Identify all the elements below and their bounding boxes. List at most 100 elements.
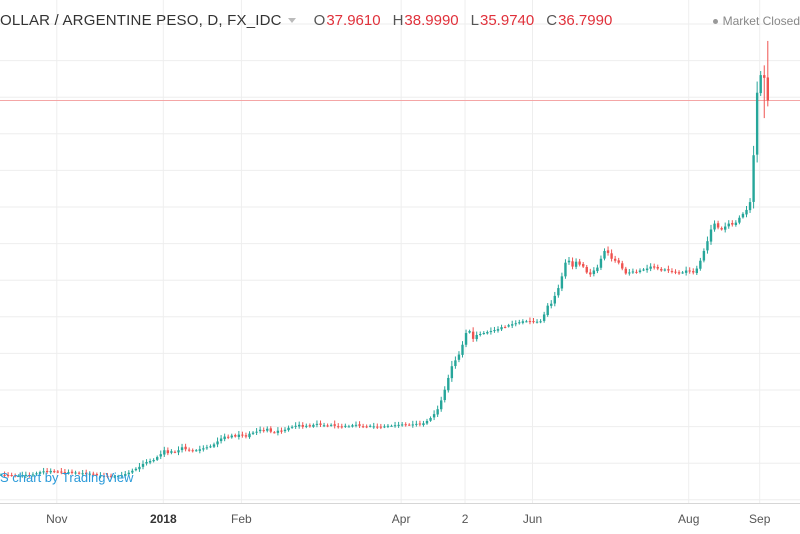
candle-body xyxy=(244,435,248,437)
candle-body xyxy=(358,424,361,426)
candle-body xyxy=(141,463,145,467)
candle-body xyxy=(479,333,482,335)
chart-header: OLLAR / ARGENTINE PESO, D, FX_IDC O37.96… xyxy=(0,10,612,30)
candle-body xyxy=(383,426,386,428)
candle-body xyxy=(31,474,35,476)
candle-body xyxy=(237,434,241,437)
candle-body xyxy=(251,432,255,434)
candle-body xyxy=(422,423,425,426)
candle-body xyxy=(344,425,347,427)
candle-body xyxy=(3,474,6,476)
candle-body xyxy=(294,425,297,427)
candle-body xyxy=(635,271,638,273)
candle-body xyxy=(99,475,102,477)
candle-body xyxy=(748,202,752,211)
candle-body xyxy=(269,428,272,432)
candle-body xyxy=(95,474,99,476)
candle-body xyxy=(443,389,446,401)
x-axis-tick-label: Nov xyxy=(46,512,67,526)
candle-body xyxy=(120,475,123,477)
candle-body xyxy=(415,423,418,425)
candle-body xyxy=(486,332,489,334)
candle-body xyxy=(319,423,322,425)
chevron-down-icon[interactable] xyxy=(287,17,296,23)
candle-body xyxy=(329,424,333,426)
candle-body xyxy=(166,450,170,454)
candle-body xyxy=(393,425,397,427)
candle-body xyxy=(347,426,351,428)
candle-body xyxy=(553,295,556,304)
symbol-title: OLLAR / ARGENTINE PESO, D, FX_IDC xyxy=(0,11,282,29)
candle-body xyxy=(755,92,759,155)
candle-body xyxy=(49,470,52,473)
candle-body xyxy=(713,223,716,230)
candle-body xyxy=(17,475,20,477)
candle-body xyxy=(670,271,674,273)
candle-body xyxy=(699,260,702,269)
candle-body xyxy=(574,261,578,267)
tradingview-attribution[interactable]: S chart by TradingView xyxy=(0,470,134,485)
candle-body xyxy=(216,441,219,445)
candle-body xyxy=(511,324,514,326)
market-status: Market Closed xyxy=(712,14,800,28)
candle-body xyxy=(695,268,698,274)
candle-body xyxy=(227,436,230,438)
candle-body xyxy=(102,475,106,477)
candle-body xyxy=(418,423,422,425)
candle-body xyxy=(766,77,769,101)
candle-body xyxy=(724,226,727,230)
candle-body xyxy=(706,241,709,251)
candle-body xyxy=(546,305,549,316)
candle-body xyxy=(212,444,216,447)
candle-body xyxy=(0,474,3,476)
candle-body xyxy=(223,436,226,440)
candle-body xyxy=(752,155,755,202)
candle-body xyxy=(521,321,525,323)
candle-body xyxy=(656,266,659,269)
candle-body xyxy=(667,269,670,271)
candle-body xyxy=(280,430,283,432)
candle-body xyxy=(408,424,411,426)
candle-body xyxy=(234,435,237,437)
candle-body xyxy=(14,475,17,477)
candle-body xyxy=(738,217,741,223)
candle-body xyxy=(638,270,642,273)
candle-body xyxy=(53,471,56,473)
ohlc-open: O37.9610 xyxy=(313,11,381,29)
candle-body xyxy=(621,263,624,269)
candle-body xyxy=(716,223,720,228)
candle-body xyxy=(173,451,177,453)
candle-body xyxy=(10,475,13,477)
candle-body xyxy=(113,476,116,478)
candle-body xyxy=(471,331,475,339)
candle-body xyxy=(411,424,414,426)
candle-body xyxy=(642,269,645,271)
candle-body xyxy=(170,451,173,453)
candle-body xyxy=(298,424,301,427)
candle-body xyxy=(582,264,585,267)
ohlc-low: L35.9740 xyxy=(470,11,535,29)
candle-body xyxy=(6,475,10,477)
candle-body xyxy=(351,425,354,427)
candle-body xyxy=(326,425,329,427)
candle-body xyxy=(709,229,713,242)
candle-body xyxy=(187,449,191,451)
candle-body xyxy=(603,250,606,259)
candle-body xyxy=(585,266,588,273)
candle-body xyxy=(131,470,134,473)
candle-body xyxy=(255,431,258,433)
candle-body xyxy=(38,472,42,474)
ohlc-readout: O37.9610 H38.9990 L35.9740 C36.7990 xyxy=(314,12,613,29)
candle-body xyxy=(24,474,28,476)
candle-body xyxy=(262,430,265,432)
candle-body xyxy=(745,209,748,215)
candle-body xyxy=(333,424,336,426)
candle-body xyxy=(464,333,468,345)
candle-body xyxy=(557,288,560,296)
candle-body xyxy=(365,426,368,428)
candle-body xyxy=(258,429,262,432)
candle-body xyxy=(106,475,109,477)
candle-body xyxy=(290,426,294,428)
candle-body xyxy=(219,438,223,442)
